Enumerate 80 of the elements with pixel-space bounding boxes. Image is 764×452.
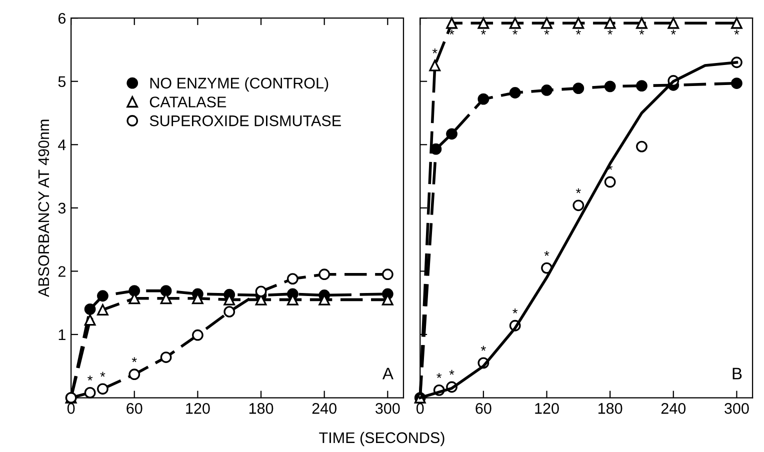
x-tick-label: 240 [312, 403, 336, 414]
point [478, 17, 490, 29]
annotation: * [100, 372, 106, 377]
point [636, 140, 648, 152]
y-tick-label: 4 [58, 140, 66, 150]
point [128, 368, 140, 380]
y-tick-label: 2 [58, 266, 66, 277]
point [604, 176, 616, 188]
point [84, 314, 96, 326]
point [84, 387, 96, 398]
annotation: * [544, 250, 550, 256]
annotation: * [544, 30, 550, 35]
annotation: * [132, 357, 137, 362]
point [572, 82, 584, 94]
annotation: * [436, 373, 442, 378]
annotation: * [512, 30, 518, 35]
x-tick-label: 60 [476, 403, 492, 414]
annotation: B [732, 368, 742, 380]
point [636, 80, 648, 92]
annotation: * [576, 188, 581, 194]
x-tick-label: 300 [375, 403, 400, 414]
point [636, 17, 648, 29]
legend-label: NO ENZYME (CONTROL) [150, 77, 328, 92]
point [97, 383, 108, 395]
point [509, 17, 521, 29]
x-tick-label: 180 [249, 403, 274, 414]
point [429, 60, 441, 72]
y-tick-label: 5 [58, 76, 66, 88]
point [731, 17, 742, 29]
annotation: * [670, 30, 676, 35]
point [572, 200, 584, 212]
annotation: * [480, 346, 486, 351]
x-axis-title: TIME (SECONDS) [319, 432, 444, 446]
annotation: * [512, 308, 518, 314]
point [604, 80, 616, 92]
annotation: * [88, 376, 93, 380]
x-tick-label: 0 [67, 403, 75, 414]
point [478, 93, 490, 105]
point [192, 329, 204, 341]
point [541, 17, 552, 29]
annotation: * [432, 48, 438, 54]
point [572, 17, 584, 29]
point [224, 306, 236, 318]
annotation: * [449, 370, 454, 375]
annotation: * [734, 30, 740, 35]
annotation: * [480, 30, 486, 35]
y-axis-title: ABSORBANCY AT 490nm [38, 120, 50, 298]
x-tick-label: 0 [416, 403, 424, 414]
point [604, 17, 616, 29]
point [318, 268, 330, 280]
legend-label: SUPEROXIDE DISMUTASE [150, 115, 341, 126]
point [731, 78, 742, 89]
x-tick-label: 60 [126, 403, 142, 414]
point [446, 128, 458, 140]
point [97, 304, 108, 316]
point [541, 84, 552, 96]
point [160, 352, 172, 363]
annotation: * [449, 30, 454, 35]
x-tick-label: 120 [186, 403, 210, 414]
legend-label: CATALASE [150, 96, 226, 108]
x-tick-label: 240 [661, 403, 686, 414]
point [382, 268, 394, 280]
annotation: * [576, 30, 581, 35]
y-tick-label: 1 [58, 330, 66, 340]
annotation: * [639, 30, 644, 35]
point [446, 17, 458, 29]
x-tick-label: 180 [598, 403, 622, 414]
point [509, 87, 521, 98]
annotation: * [608, 30, 613, 35]
y-tick-label: 6 [58, 12, 66, 24]
point [84, 303, 96, 315]
point [286, 273, 298, 284]
point [97, 290, 108, 302]
annotation: A [382, 368, 394, 380]
y-tick-label: 3 [58, 202, 66, 214]
x-tick-label: 300 [724, 403, 749, 414]
point [255, 286, 267, 298]
point [668, 17, 680, 29]
point [128, 285, 140, 297]
x-tick-label: 120 [535, 403, 559, 414]
